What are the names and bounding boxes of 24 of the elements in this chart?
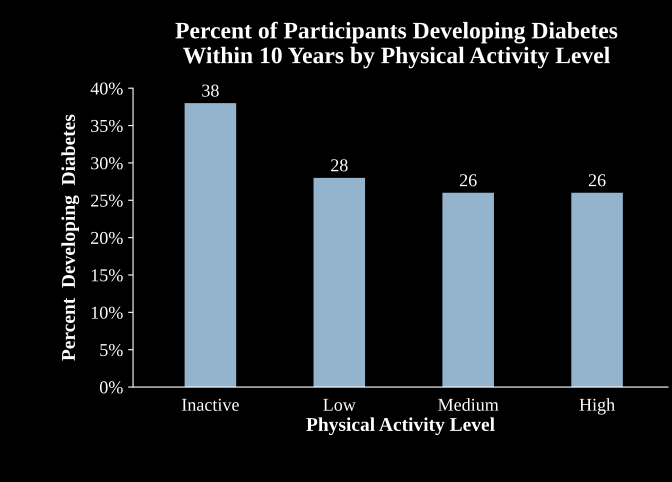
y-tick-label: 20% [91,232,123,244]
x-axis-title: Physical Activity Level [306,417,495,436]
bar [184,103,236,388]
data-label: 38 [202,84,219,97]
data-label: 26 [588,174,606,186]
x-tick-label: Medium [438,398,498,411]
y-tick-label: 40% [90,82,123,95]
y-tick-label: 15% [92,269,123,282]
x-tick-label: Low [323,398,356,411]
y-tick-label: 0% [100,381,123,394]
y-axis-title: Percent Developing Diabetes [61,114,80,361]
y-tick-label: 25% [91,194,123,207]
chart-title: Percent of Participants Developing Diabetes Within 10 Years by Physical Activity Level [175,22,618,68]
data-label: 28 [331,159,348,172]
bar [314,178,366,388]
data-label: 26 [460,174,477,186]
x-tick-label: High [580,398,615,415]
bar [442,192,494,388]
bar [571,192,623,388]
y-tick-label: 10% [92,306,123,319]
y-tick-label: 5% [100,344,123,356]
x-tick-label: Inactive [182,398,239,411]
y-tick-label: 35% [91,120,123,132]
y-tick-label: 30% [91,157,123,170]
